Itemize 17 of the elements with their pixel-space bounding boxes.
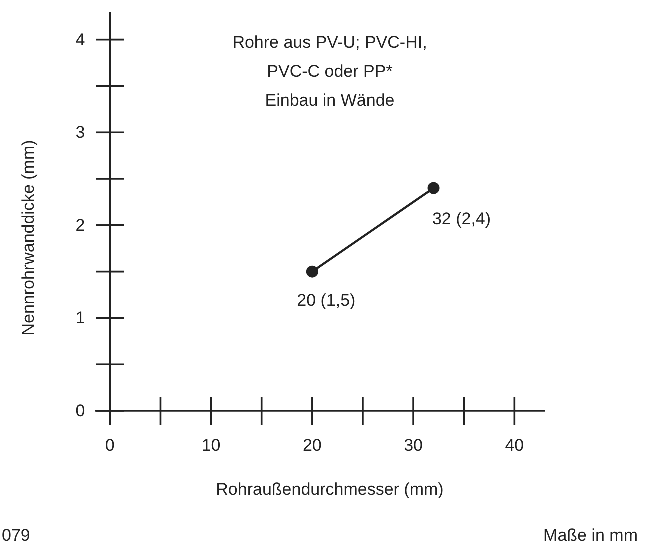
x-tick-label: 20 — [302, 436, 322, 456]
data-label: 20 (1,5) — [297, 290, 356, 310]
y-axis-title: Nennrohrwanddicke (mm) — [19, 140, 38, 336]
y-tick-label: 3 — [76, 123, 86, 142]
x-axis-title: Rohraußendurchmesser (mm) — [216, 480, 444, 499]
text: 079 — [2, 526, 30, 545]
y-tick-label: 4 — [76, 30, 86, 50]
x-tick-label: 40 — [505, 436, 524, 456]
x-tick-label: 30 — [404, 436, 423, 456]
text: Maße in mm — [544, 526, 638, 545]
text: Rohre aus PV-U; PVC-HI, PVC-C oder PP* Einbau in Wände — [232, 33, 428, 110]
data-label: 32 (2,4) — [432, 209, 492, 228]
y-tick-label: 0 — [76, 401, 86, 420]
x-tick-label: 0 — [105, 436, 115, 456]
x-tick-label: 10 — [202, 436, 221, 456]
y-tick-label: 2 — [76, 216, 86, 235]
y-tick-label: 1 — [76, 308, 86, 328]
